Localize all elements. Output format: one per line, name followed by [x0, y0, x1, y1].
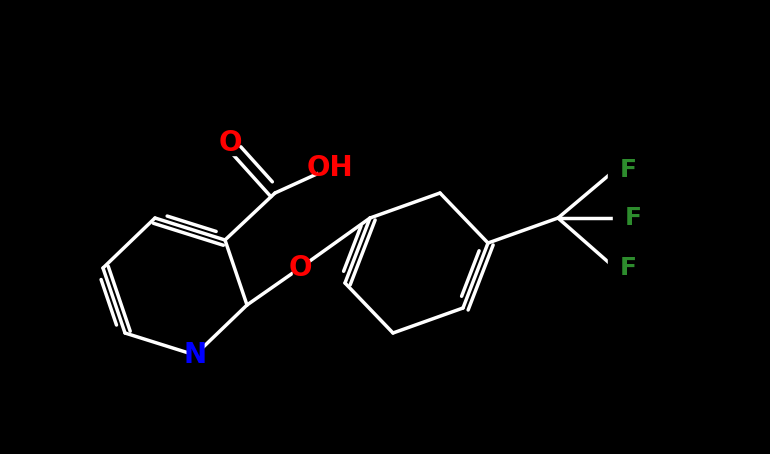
Text: OH: OH: [306, 154, 353, 182]
Bar: [608, 256, 622, 280]
Bar: [318, 156, 342, 180]
Text: F: F: [625, 206, 642, 230]
Text: N: N: [183, 341, 206, 369]
Bar: [188, 343, 202, 367]
Bar: [613, 206, 627, 230]
Text: O: O: [288, 254, 312, 282]
Text: O: O: [218, 129, 242, 157]
Text: F: F: [620, 158, 637, 182]
Bar: [608, 158, 622, 182]
Bar: [223, 131, 237, 155]
Bar: [293, 256, 307, 280]
Text: F: F: [620, 256, 637, 280]
